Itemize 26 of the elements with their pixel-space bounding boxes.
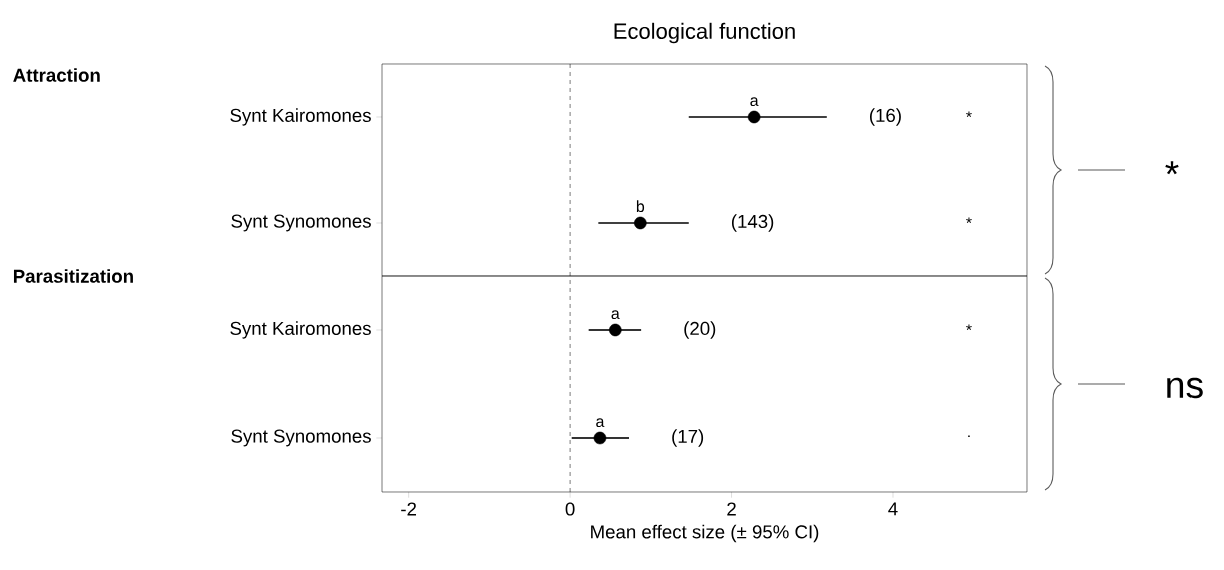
annotation: (17) — [672, 429, 704, 447]
annotation: · — [968, 435, 970, 438]
annotation: a — [750, 97, 759, 107]
annotation: * — [966, 111, 972, 118]
y-tick-label: Synt Kairomones — [230, 108, 371, 126]
y-tick-label: Synt Synomones — [231, 214, 371, 232]
annotation: * — [966, 217, 972, 224]
text: * — [1165, 161, 1179, 175]
x-tick-label: 2 — [727, 502, 736, 516]
x-axis-title: Mean effect size (± 95% CI) — [591, 524, 819, 543]
annotation: (16) — [869, 108, 901, 126]
x-tick-label: 0 — [565, 502, 575, 516]
x-tick-label: -2 — [401, 502, 417, 516]
annotation: * — [966, 324, 972, 331]
chart-title: Ecological function — [614, 22, 795, 44]
y-tick-label: Synt Synomones — [231, 429, 371, 447]
annotation: (143) — [731, 214, 774, 232]
annotation: b — [636, 200, 645, 213]
text: ns — [1167, 377, 1203, 399]
annotation: a — [596, 418, 605, 428]
x-tick-label: 4 — [888, 502, 898, 516]
y-axis-title: Attraction — [13, 68, 100, 82]
y-axis-title: Parasitization — [13, 269, 133, 283]
annotation: (20) — [684, 321, 716, 339]
annotation: a — [611, 310, 620, 320]
y-tick-label: Synt Kairomones — [230, 321, 371, 339]
